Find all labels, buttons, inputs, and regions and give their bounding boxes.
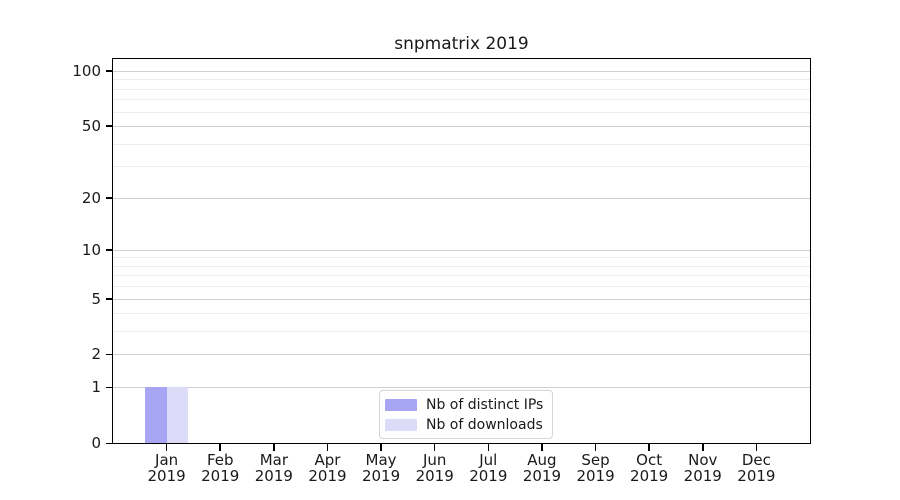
major-gridline: [113, 249, 810, 251]
major-gridline: [113, 298, 810, 300]
y-tick-mark: [106, 353, 113, 356]
y-tick-label: 0: [91, 434, 101, 452]
x-tick-mark: [433, 444, 436, 451]
legend-entry: Nb of distinct IPs: [385, 396, 543, 413]
bar-jan-s1: [166, 387, 189, 443]
minor-gridline: [113, 111, 810, 113]
x-tick-mark: [165, 444, 168, 451]
major-gridline: [113, 197, 810, 199]
minor-gridline: [113, 265, 810, 267]
x-tick-label: Jun 2019: [415, 451, 454, 485]
legend-entry-label: Nb of downloads: [426, 416, 543, 433]
x-tick-label: Aug 2019: [522, 451, 562, 485]
minor-gridline: [113, 79, 810, 81]
x-tick-mark: [326, 444, 329, 451]
y-tick-mark: [106, 249, 113, 251]
x-tick-label: Oct 2019: [630, 451, 669, 485]
minor-gridline: [113, 257, 810, 259]
x-tick-label: Jul 2019: [469, 451, 508, 485]
x-tick-mark: [380, 444, 382, 451]
x-tick-mark: [594, 444, 597, 451]
y-tick-label: 5: [91, 289, 101, 308]
x-tick-mark: [541, 444, 543, 451]
x-tick-mark: [755, 444, 758, 451]
x-tick-mark: [487, 444, 490, 451]
y-tick-mark: [106, 125, 113, 127]
x-tick-label: Feb 2019: [201, 451, 240, 485]
x-tick-mark: [219, 444, 221, 451]
legend-swatch: [385, 398, 417, 411]
chart-title: snpmatrix 2019: [394, 34, 529, 54]
legend-swatch: [385, 418, 417, 431]
y-tick-mark: [106, 298, 113, 300]
minor-gridline: [113, 286, 810, 288]
x-tick-label: Sep 2019: [576, 451, 615, 485]
legend-entry-label: Nb of distinct IPs: [426, 396, 544, 413]
axes-spines: [112, 58, 811, 444]
y-tick-mark: [106, 197, 113, 199]
x-tick-label: May 2019: [361, 451, 401, 485]
x-tick-label: Apr 2019: [308, 451, 347, 485]
minor-gridline: [113, 331, 810, 333]
y-tick-mark: [106, 70, 113, 72]
x-tick-mark: [273, 444, 275, 451]
major-gridline: [113, 354, 810, 356]
y-tick-label: 20: [81, 188, 101, 207]
x-tick-mark: [648, 444, 650, 451]
legend: Nb of distinct IPs Nb of downloads: [379, 390, 554, 439]
major-gridline: [113, 387, 810, 389]
minor-gridline: [113, 275, 810, 277]
minor-gridline: [113, 313, 810, 315]
x-tick-mark: [702, 444, 704, 451]
major-gridline: [113, 70, 810, 72]
major-gridline: [113, 125, 810, 127]
minor-gridline: [113, 88, 810, 90]
x-tick-label: Dec 2019: [737, 451, 776, 485]
y-tick-label: 1: [91, 378, 101, 397]
y-tick-mark: [106, 386, 113, 389]
y-tick-label: 10: [81, 240, 101, 259]
y-tick-mark: [106, 442, 113, 444]
legend-entry: Nb of downloads: [385, 416, 543, 433]
x-tick-label: Mar 2019: [254, 451, 293, 485]
minor-gridline: [113, 166, 810, 168]
x-tick-label: Nov 2019: [683, 451, 722, 485]
minor-gridline: [113, 99, 810, 101]
x-tick-label: Jan 2019: [147, 451, 186, 485]
y-tick-label: 50: [81, 116, 101, 135]
plot-area: Nb of distinct IPs Nb of downloads: [112, 58, 811, 444]
y-tick-label: 100: [72, 61, 101, 80]
y-tick-label: 2: [91, 345, 101, 364]
bar-jan-s0: [145, 387, 167, 443]
minor-gridline: [113, 143, 810, 145]
